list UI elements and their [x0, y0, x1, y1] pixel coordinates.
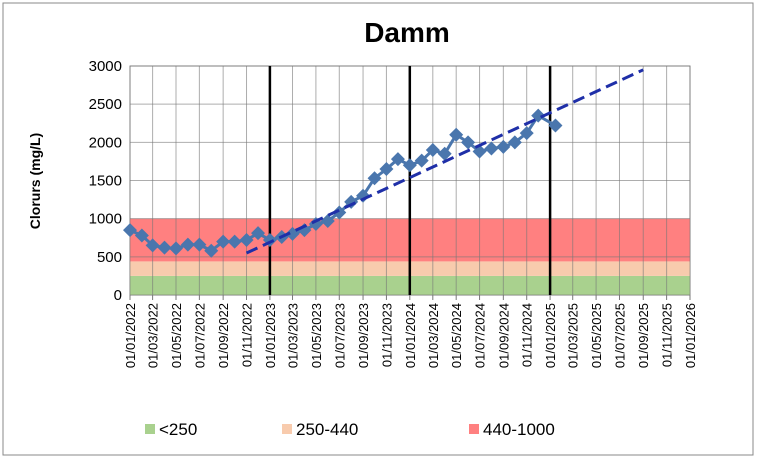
legend-swatch [469, 424, 479, 434]
legend-label: 440-1000 [483, 420, 555, 439]
legend-label: 250-440 [296, 420, 358, 439]
y-tick-label: 2000 [89, 134, 122, 151]
legend-swatch [282, 424, 292, 434]
x-tick-label: 01/03/2023 [286, 303, 301, 368]
legend-label: <250 [159, 420, 197, 439]
data-point [367, 171, 382, 186]
data-point [134, 228, 149, 243]
data-point [449, 127, 464, 142]
x-tick-label: 01/03/2022 [146, 303, 161, 368]
data-point [461, 135, 476, 150]
x-tick-label: 01/07/2024 [473, 303, 488, 368]
data-point [402, 158, 417, 173]
data-point [320, 213, 335, 228]
data-point [390, 152, 405, 167]
x-tick-label: 01/07/2022 [192, 303, 207, 368]
y-tick-label: 3000 [89, 58, 122, 75]
data-point [145, 238, 160, 253]
x-tick-label: 01/01/2024 [403, 303, 418, 368]
data-point [239, 233, 254, 248]
data-point [414, 153, 429, 168]
data-point [507, 135, 522, 150]
data-point [496, 139, 511, 154]
x-tick-label: 01/05/2022 [169, 303, 184, 368]
data-point [157, 240, 172, 255]
x-tick-label: 01/01/2022 [123, 303, 138, 368]
y-tick-label: 1000 [89, 211, 122, 228]
chart-title: Damm [364, 17, 450, 48]
data-point [425, 142, 440, 157]
data-point [227, 234, 242, 249]
x-tick-label: 01/11/2022 [240, 303, 255, 367]
data-point [216, 234, 231, 249]
x-tick-label: 01/05/2024 [449, 303, 464, 368]
x-tick-label: 01/07/2023 [332, 303, 347, 368]
x-tick-label: 01/01/2026 [683, 303, 698, 368]
data-point [204, 243, 219, 258]
data-point [168, 241, 183, 256]
x-tick-label: 01/07/2025 [612, 303, 627, 368]
data-point [332, 205, 347, 220]
x-tick-label: 01/05/2023 [309, 303, 324, 368]
x-tick-label: 01/11/2023 [379, 303, 394, 367]
data-point [251, 226, 266, 241]
data-point [548, 118, 563, 133]
data-point [192, 237, 207, 252]
data-point [437, 146, 452, 161]
x-tick-label: 01/09/2023 [356, 303, 371, 368]
x-tick-label: 01/09/2024 [496, 303, 511, 368]
data-point [484, 141, 499, 156]
trendline [245, 68, 644, 255]
y-tick-label: 0 [114, 287, 122, 304]
y-tick-label: 1500 [89, 173, 122, 190]
y-axis-label: Clorurs (mg/L) [27, 133, 43, 229]
x-tick-label: 01/11/2024 [520, 303, 535, 367]
x-tick-label: 01/01/2025 [543, 303, 558, 368]
x-tick-label: 01/03/2025 [566, 303, 581, 368]
data-point [123, 223, 137, 238]
x-tick-label: 01/01/2023 [263, 303, 278, 368]
x-tick-label: 01/05/2025 [589, 303, 604, 368]
x-tick-label: 01/11/2025 [660, 303, 675, 367]
data-point [379, 162, 394, 177]
data-point [519, 126, 534, 141]
y-tick-label: 500 [97, 249, 122, 266]
data-point [180, 237, 195, 252]
x-tick-label: 01/03/2024 [426, 303, 441, 368]
x-tick-label: 01/09/2025 [636, 303, 651, 368]
x-tick-label: 01/09/2022 [216, 303, 231, 368]
y-tick-label: 2500 [89, 96, 122, 113]
data-point [356, 188, 371, 203]
legend-swatch [145, 424, 155, 434]
